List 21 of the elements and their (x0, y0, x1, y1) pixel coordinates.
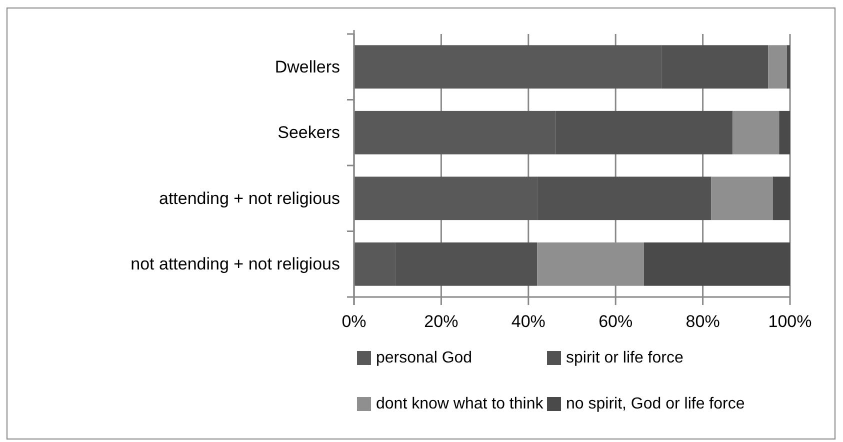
x-tick-label: 20% (424, 312, 458, 331)
legend-label: personal God (376, 350, 472, 366)
y-tick-label: not attending + not religious (130, 254, 340, 274)
y-tick-label: attending + not religious (159, 188, 340, 208)
y-tick-label: Seekers (278, 123, 340, 142)
x-tick-label: 0% (342, 312, 366, 331)
legend-label: spirit or life force (566, 350, 684, 366)
bar (711, 176, 773, 220)
x-tick-label: 40% (511, 312, 546, 331)
x-tick-label: 80% (686, 312, 720, 331)
y-tick-label: Dwellers (274, 57, 340, 76)
legend-label: no spirit, God or life force (566, 396, 745, 412)
bar (732, 110, 780, 154)
x-tick-label: 100% (768, 312, 812, 331)
bar (772, 176, 790, 220)
bar (644, 242, 790, 286)
bar (786, 45, 790, 89)
bar (779, 110, 790, 154)
bar (768, 45, 787, 89)
x-tick-label: 60% (598, 312, 633, 331)
legend-label: dont know what to think (376, 396, 544, 412)
